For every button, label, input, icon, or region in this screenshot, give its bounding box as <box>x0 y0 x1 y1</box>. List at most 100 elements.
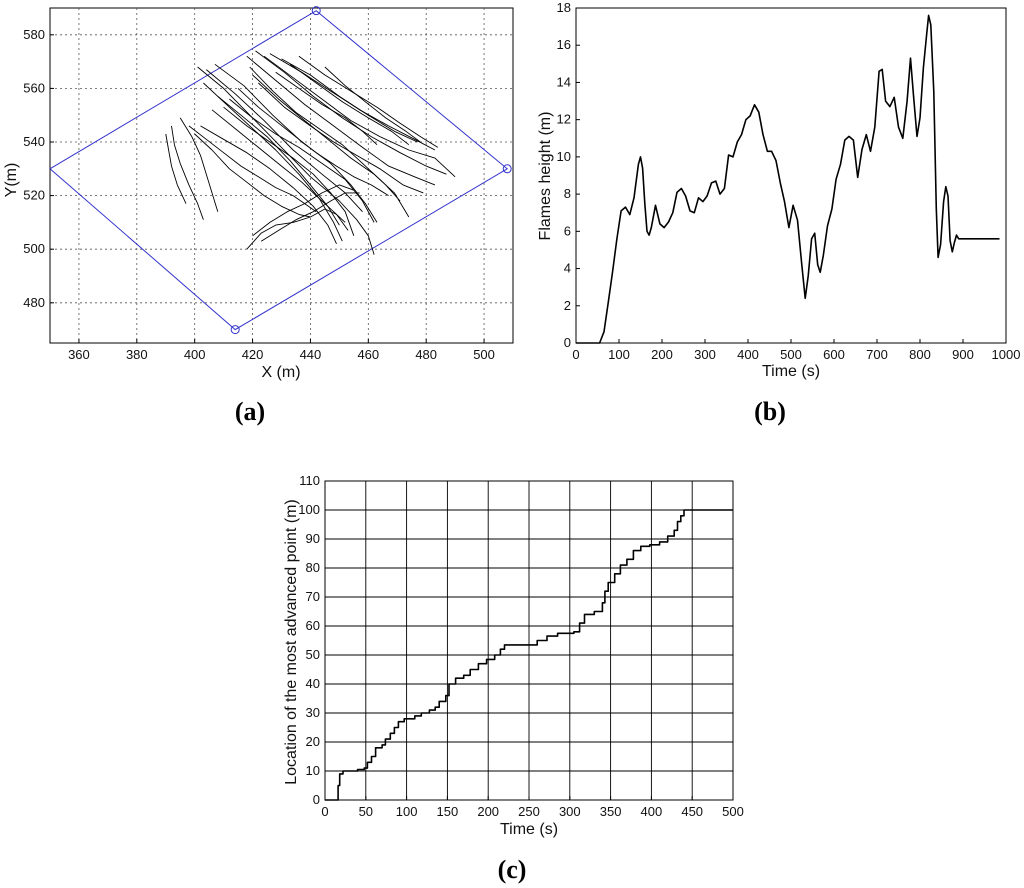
chart-c-ytick-11: 110 <box>299 473 320 488</box>
chart-c-ylabel: Location of the most advanced point (m) <box>283 499 300 785</box>
chart-b-ytick-9: 18 <box>557 0 571 15</box>
chart-a-series-line-24 <box>289 63 410 146</box>
chart-b-ytick-4: 8 <box>564 186 571 201</box>
chart-a-series-line-3 <box>203 82 343 242</box>
chart-a-series-line-11 <box>252 74 410 218</box>
chart-a-series-line-28 <box>252 184 354 237</box>
chart-a-series-line-27 <box>246 208 349 250</box>
chart-a-xlabel: X (m) <box>261 364 300 381</box>
chart-c-xtick-4: 200 <box>477 804 499 819</box>
chart-a-xtick-6: 480 <box>415 347 437 362</box>
chart-a-xtick-1: 380 <box>126 347 148 362</box>
chart-c-ytick-6: 60 <box>306 618 320 633</box>
chart-a-ytick-2: 520 <box>23 188 45 203</box>
chart-a-series-line-26 <box>324 66 421 143</box>
chart-b-xtick-9: 900 <box>952 347 974 362</box>
chart-a-series-line-29 <box>260 192 360 242</box>
chart-a-ytick-0: 480 <box>23 295 45 310</box>
chart-c-xtick-10: 500 <box>722 804 744 819</box>
chart-c-series-line-0 <box>325 509 733 801</box>
chart-b-ytick-2: 4 <box>564 261 571 276</box>
chart-a-series-line-16 <box>200 125 337 244</box>
chart-c-xtick-5: 250 <box>518 804 540 819</box>
chart-a-x-ticks: 360 380 400 420 440 460 480 500 <box>68 339 495 362</box>
chart-b-series-line-0 <box>576 14 1000 344</box>
chart-a-ytick-3: 540 <box>23 134 45 149</box>
chart-b-xtick-5: 500 <box>780 347 802 362</box>
chart-b-ytick-0: 0 <box>564 335 571 350</box>
chart-b-xtick-10: 1000 <box>992 347 1021 362</box>
chart-c-grid <box>325 481 733 800</box>
chart-c-xtick-6: 300 <box>559 804 581 819</box>
chart-a-ytick-4: 560 <box>23 80 45 95</box>
chart-a-series-line-14 <box>223 106 355 236</box>
chart-c-xtick-0: 0 <box>321 804 328 819</box>
chart-c-ytick-10: 100 <box>298 502 320 517</box>
chart-c-xtick-2: 100 <box>396 804 418 819</box>
chart-b-ytick-8: 16 <box>557 37 571 52</box>
chart-c-ytick-3: 30 <box>306 705 320 720</box>
chart-b: 0 100 200 300 400 500 600 700 800 900 1000 0 2 4 6 8 10… <box>537 0 1020 426</box>
chart-a-ylabel: Y(m) <box>3 163 20 198</box>
chart-a-series <box>165 50 456 255</box>
chart-a-boundary-marker-2 <box>230 325 240 335</box>
chart-c-y-ticks: 0 10 20 30 40 50 60 70 80 90 100 110 <box>298 473 329 807</box>
chart-a-series-line-17 <box>194 133 311 218</box>
chart-b-ytick-6: 12 <box>557 112 571 127</box>
chart-b-ytick-7: 14 <box>557 74 571 89</box>
chart-c-xlabel: Time (s) <box>500 821 558 838</box>
chart-a-series-line-15 <box>211 109 346 223</box>
chart-a-boundary-line <box>49 10 509 331</box>
chart-a-frame <box>49 7 514 344</box>
chart-b-xtick-6: 600 <box>823 347 845 362</box>
chart-a-xtick-7: 500 <box>473 347 495 362</box>
chart-c-xtick-3: 150 <box>437 804 459 819</box>
chart-a-series-line-20 <box>171 125 204 220</box>
chart-b-ytick-3: 6 <box>564 223 571 238</box>
chart-c-ytick-4: 40 <box>306 676 320 691</box>
chart-c-ytick-1: 10 <box>306 763 320 778</box>
chart-c-xtick-7: 350 <box>600 804 622 819</box>
chart-c-ytick-0: 0 <box>313 792 320 807</box>
chart-b-frame <box>575 7 1007 344</box>
chart-a-xtick-5: 460 <box>357 347 379 362</box>
chart-b-ytick-1: 2 <box>564 298 571 313</box>
chart-c-series <box>325 509 733 801</box>
chart-c-ytick-9: 90 <box>306 531 320 546</box>
chart-b-panel-label: (b) <box>754 397 786 426</box>
chart-b-xtick-7: 700 <box>866 347 888 362</box>
chart-a-boundary-marker-0 <box>311 6 321 16</box>
chart-c-ytick-2: 20 <box>306 734 320 749</box>
chart-a-series-line-7 <box>263 55 456 178</box>
chart-a-xtick-2: 400 <box>184 347 206 362</box>
chart-a-series-line-18 <box>188 125 317 213</box>
chart-b-xtick-1: 100 <box>608 347 630 362</box>
chart-a-panel-label: (a) <box>235 397 265 426</box>
chart-a-series-line-13 <box>229 98 375 223</box>
chart-a-ytick-5: 580 <box>23 27 45 42</box>
chart-b-y-ticks: 0 2 4 6 8 10 12 14 16 18 <box>557 0 580 350</box>
chart-b-xlabel: Time (s) <box>762 363 820 380</box>
chart-c-panel-label: (c) <box>498 855 527 884</box>
chart-c-x-ticks: 0 50 100 150 200 250 300 350 400 450 500 <box>321 796 744 819</box>
chart-a-series-line-21 <box>165 133 187 204</box>
chart-a-y-ticks: 480 500 520 540 560 580 <box>23 27 54 310</box>
chart-b-ytick-5: 10 <box>557 149 571 164</box>
chart-b-xtick-2: 200 <box>651 347 673 362</box>
chart-a-boundary <box>49 6 512 335</box>
chart-b-series <box>576 14 1000 344</box>
chart-a-grid <box>50 8 513 343</box>
chart-b-xtick-8: 800 <box>909 347 931 362</box>
chart-c-ytick-7: 70 <box>306 589 320 604</box>
chart-c-xtick-1: 50 <box>359 804 373 819</box>
chart-a: 360 380 400 420 440 460 480 500 480 500 520 540 560… <box>3 6 514 426</box>
chart-a-series-line-9 <box>281 58 418 143</box>
chart-c-ytick-8: 80 <box>306 560 320 575</box>
chart-b-xtick-4: 400 <box>737 347 759 362</box>
chart-a-series-line-23 <box>298 55 439 148</box>
chart-a-boundary-marker-1 <box>502 164 512 174</box>
chart-a-series-line-12 <box>258 82 424 194</box>
chart-c: 0 50 100 150 200 250 300 350 400 450 500 0 10 20 30 40… <box>283 473 744 884</box>
chart-c-xtick-9: 450 <box>681 804 703 819</box>
